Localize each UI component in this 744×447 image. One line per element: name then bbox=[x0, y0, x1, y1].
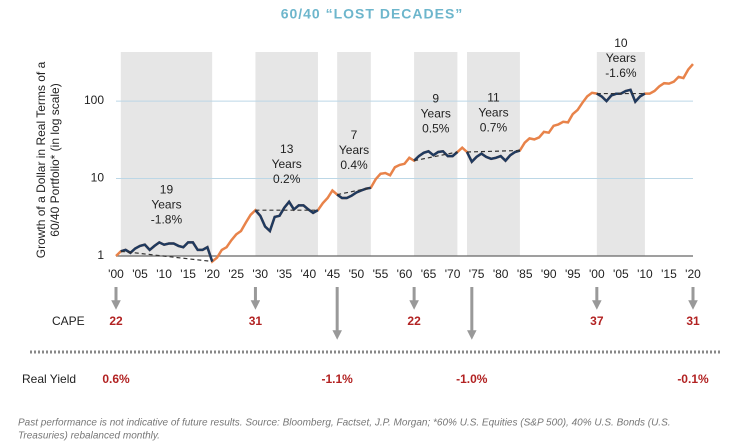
x-tick-label: '65 bbox=[421, 267, 437, 281]
y-axis-label: Growth of a Dollar in Real Terms of a bbox=[34, 61, 48, 258]
trend-dash bbox=[466, 149, 520, 153]
x-tick-label: '85 bbox=[517, 267, 533, 281]
period-label: Years bbox=[606, 51, 636, 65]
period-label: Years bbox=[151, 198, 181, 212]
period-label: -1.6% bbox=[605, 66, 637, 80]
x-tick-label: '45 bbox=[325, 267, 341, 281]
y-axis-label: 60/40 Portfolio* (in log scale) bbox=[48, 83, 62, 236]
lost-decade-line bbox=[465, 149, 521, 164]
cape-value: 22 bbox=[109, 314, 123, 328]
x-tick-label: '40 bbox=[301, 267, 317, 281]
period-label: 13 bbox=[280, 142, 294, 156]
footnote: Past performance is not indicative of fu… bbox=[18, 418, 671, 429]
x-tick-label: '80 bbox=[493, 267, 509, 281]
trend-dash bbox=[413, 151, 458, 162]
x-tick-label: '55 bbox=[373, 267, 389, 281]
x-tick-label: '10 bbox=[156, 267, 172, 281]
x-tick-label: '15 bbox=[661, 267, 677, 281]
x-tick-label: '75 bbox=[469, 267, 485, 281]
period-label: Years bbox=[421, 106, 451, 120]
chart-title: 60/40 “LOST DECADES” bbox=[281, 6, 464, 22]
lost-decade-line bbox=[254, 199, 319, 234]
cape-value: 22 bbox=[407, 314, 421, 328]
real-yield-row-label: Real Yield bbox=[22, 372, 76, 386]
x-tick-label: '00 bbox=[108, 267, 124, 281]
period-label: 7 bbox=[351, 128, 358, 142]
x-tick-label: '90 bbox=[541, 267, 557, 281]
period-label: 0.2% bbox=[273, 172, 301, 186]
x-tick-label: '60 bbox=[397, 267, 413, 281]
footnote: Treasuries) rebalanced monthly. bbox=[18, 431, 160, 442]
period-label: Years bbox=[478, 106, 508, 120]
x-tick-label: '50 bbox=[349, 267, 365, 281]
trend-dash bbox=[120, 250, 213, 263]
y-tick-label: 10 bbox=[91, 171, 105, 185]
x-tick-label: '20 bbox=[685, 267, 701, 281]
y-tick-label: 100 bbox=[84, 93, 104, 107]
x-tick-label: '05 bbox=[613, 267, 629, 281]
period-label: Years bbox=[339, 143, 369, 157]
period-label: 0.7% bbox=[480, 121, 508, 135]
real-yield-value: -1.0% bbox=[456, 372, 488, 386]
period-label: 11 bbox=[487, 91, 500, 105]
cape-row-label: CAPE bbox=[52, 314, 85, 328]
period-label: -1.8% bbox=[151, 213, 183, 227]
x-tick-label: '20 bbox=[204, 267, 220, 281]
lost-decade-band bbox=[255, 52, 318, 256]
lost-decade-band bbox=[120, 52, 213, 256]
period-label: 0.4% bbox=[340, 158, 368, 172]
cape-value: 31 bbox=[249, 314, 263, 328]
x-tick-label: '30 bbox=[252, 267, 268, 281]
real-yield-value: -1.1% bbox=[322, 372, 354, 386]
x-tick-label: '15 bbox=[180, 267, 196, 281]
trend-dash bbox=[337, 187, 371, 196]
lost-decade-line bbox=[413, 149, 459, 162]
x-tick-label: '25 bbox=[228, 267, 244, 281]
period-label: 9 bbox=[432, 91, 439, 105]
cape-value: 31 bbox=[686, 314, 700, 328]
period-label: 19 bbox=[160, 183, 174, 197]
lost-decade-line bbox=[120, 240, 214, 262]
period-label: 0.5% bbox=[422, 121, 450, 135]
x-tick-label: '70 bbox=[445, 267, 461, 281]
x-tick-label: '05 bbox=[132, 267, 148, 281]
x-tick-label: '95 bbox=[565, 267, 581, 281]
y-tick-label: 1 bbox=[97, 248, 104, 262]
period-label: Years bbox=[272, 157, 302, 171]
x-tick-label: '35 bbox=[276, 267, 292, 281]
x-tick-label: '10 bbox=[637, 267, 653, 281]
cape-value: 37 bbox=[590, 314, 604, 328]
lost-decade-band bbox=[337, 52, 371, 256]
real-yield-value: -0.1% bbox=[677, 372, 709, 386]
period-label: 10 bbox=[614, 36, 628, 50]
real-yield-value: 0.6% bbox=[102, 372, 130, 386]
x-tick-label: '00 bbox=[589, 267, 605, 281]
lost-decade-band bbox=[596, 52, 645, 256]
